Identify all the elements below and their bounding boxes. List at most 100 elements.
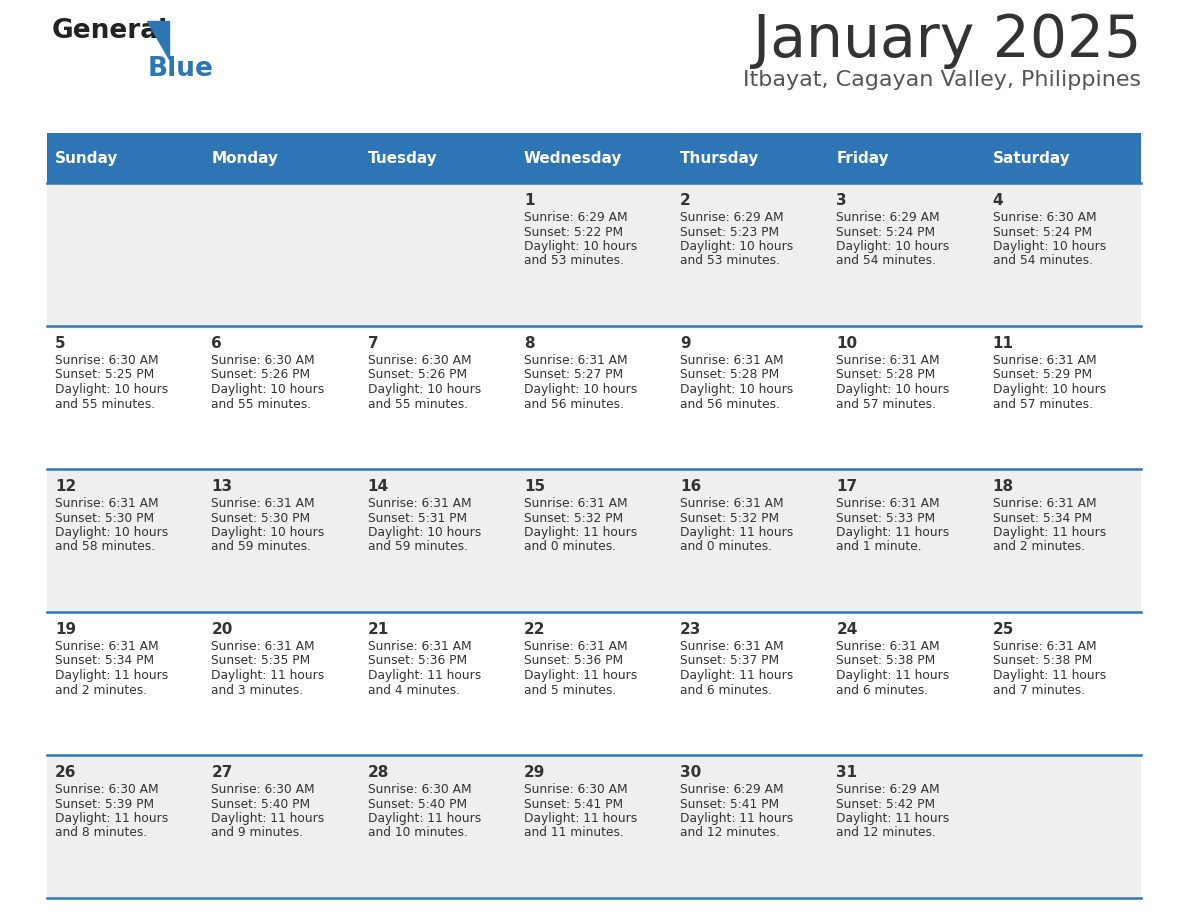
Text: Sunset: 5:31 PM: Sunset: 5:31 PM — [367, 511, 467, 524]
Text: Sunset: 5:29 PM: Sunset: 5:29 PM — [993, 368, 1092, 382]
Text: 30: 30 — [681, 765, 701, 780]
Text: Sunrise: 6:31 AM: Sunrise: 6:31 AM — [993, 640, 1097, 653]
Bar — [203, 133, 360, 183]
Text: Daylight: 10 hours: Daylight: 10 hours — [836, 383, 949, 396]
Bar — [48, 133, 203, 183]
Text: Sunset: 5:30 PM: Sunset: 5:30 PM — [211, 511, 310, 524]
Text: 9: 9 — [681, 336, 690, 351]
Text: and 59 minutes.: and 59 minutes. — [211, 541, 311, 554]
Text: Sunrise: 6:31 AM: Sunrise: 6:31 AM — [993, 497, 1097, 510]
Text: Sunset: 5:39 PM: Sunset: 5:39 PM — [55, 798, 154, 811]
Text: Sunrise: 6:30 AM: Sunrise: 6:30 AM — [211, 354, 315, 367]
Text: Itbayat, Cagayan Valley, Philippines: Itbayat, Cagayan Valley, Philippines — [742, 70, 1140, 90]
Text: Sunset: 5:36 PM: Sunset: 5:36 PM — [524, 655, 623, 667]
Text: and 3 minutes.: and 3 minutes. — [211, 684, 303, 697]
Text: Wednesday: Wednesday — [524, 151, 623, 165]
Bar — [48, 183, 1140, 326]
Text: 20: 20 — [211, 622, 233, 637]
Text: Sunset: 5:40 PM: Sunset: 5:40 PM — [211, 798, 310, 811]
Bar — [828, 133, 985, 183]
Text: Daylight: 11 hours: Daylight: 11 hours — [993, 526, 1106, 539]
Text: Daylight: 10 hours: Daylight: 10 hours — [993, 383, 1106, 396]
Text: Daylight: 11 hours: Daylight: 11 hours — [524, 812, 637, 825]
Text: 6: 6 — [211, 336, 222, 351]
Text: 12: 12 — [55, 479, 76, 494]
Text: 18: 18 — [993, 479, 1013, 494]
Text: Blue: Blue — [148, 56, 214, 82]
Text: Sunset: 5:26 PM: Sunset: 5:26 PM — [211, 368, 310, 382]
Text: 17: 17 — [836, 479, 858, 494]
Text: and 8 minutes.: and 8 minutes. — [55, 826, 147, 839]
Bar — [672, 133, 828, 183]
Text: Daylight: 11 hours: Daylight: 11 hours — [836, 812, 949, 825]
Text: Daylight: 10 hours: Daylight: 10 hours — [211, 383, 324, 396]
Text: Sunset: 5:34 PM: Sunset: 5:34 PM — [993, 511, 1092, 524]
Text: Sunrise: 6:31 AM: Sunrise: 6:31 AM — [681, 640, 784, 653]
Text: Daylight: 11 hours: Daylight: 11 hours — [55, 812, 169, 825]
Text: and 55 minutes.: and 55 minutes. — [55, 397, 156, 410]
Text: and 5 minutes.: and 5 minutes. — [524, 684, 617, 697]
Text: 24: 24 — [836, 622, 858, 637]
Text: Sunset: 5:24 PM: Sunset: 5:24 PM — [993, 226, 1092, 239]
Text: Sunset: 5:37 PM: Sunset: 5:37 PM — [681, 655, 779, 667]
Text: Friday: Friday — [836, 151, 889, 165]
Text: Sunset: 5:28 PM: Sunset: 5:28 PM — [681, 368, 779, 382]
Text: Daylight: 11 hours: Daylight: 11 hours — [211, 669, 324, 682]
Text: Sunset: 5:40 PM: Sunset: 5:40 PM — [367, 798, 467, 811]
Text: and 12 minutes.: and 12 minutes. — [836, 826, 936, 839]
Text: Sunrise: 6:29 AM: Sunrise: 6:29 AM — [681, 783, 784, 796]
Text: 23: 23 — [681, 622, 702, 637]
Text: and 57 minutes.: and 57 minutes. — [993, 397, 1093, 410]
Text: Sunset: 5:25 PM: Sunset: 5:25 PM — [55, 368, 154, 382]
Text: Sunset: 5:30 PM: Sunset: 5:30 PM — [55, 511, 154, 524]
Bar — [48, 612, 1140, 755]
Text: Daylight: 10 hours: Daylight: 10 hours — [211, 526, 324, 539]
Text: Sunrise: 6:30 AM: Sunrise: 6:30 AM — [993, 211, 1097, 224]
Text: January 2025: January 2025 — [753, 12, 1140, 69]
Text: Sunset: 5:42 PM: Sunset: 5:42 PM — [836, 798, 936, 811]
Text: Daylight: 11 hours: Daylight: 11 hours — [367, 812, 481, 825]
Polygon shape — [147, 21, 169, 59]
Text: Sunset: 5:23 PM: Sunset: 5:23 PM — [681, 226, 779, 239]
Text: 5: 5 — [55, 336, 65, 351]
Text: 16: 16 — [681, 479, 701, 494]
Text: Sunrise: 6:31 AM: Sunrise: 6:31 AM — [836, 497, 940, 510]
Text: Thursday: Thursday — [681, 151, 759, 165]
Text: 11: 11 — [993, 336, 1013, 351]
Text: 13: 13 — [211, 479, 233, 494]
Text: 21: 21 — [367, 622, 388, 637]
Text: Sunset: 5:36 PM: Sunset: 5:36 PM — [367, 655, 467, 667]
Text: 3: 3 — [836, 193, 847, 208]
Bar — [985, 133, 1140, 183]
Text: Daylight: 10 hours: Daylight: 10 hours — [55, 383, 169, 396]
Text: 27: 27 — [211, 765, 233, 780]
Text: Sunrise: 6:31 AM: Sunrise: 6:31 AM — [993, 354, 1097, 367]
Text: Daylight: 10 hours: Daylight: 10 hours — [681, 240, 794, 253]
Text: and 1 minute.: and 1 minute. — [836, 541, 922, 554]
Text: and 56 minutes.: and 56 minutes. — [681, 397, 781, 410]
Text: Sunset: 5:27 PM: Sunset: 5:27 PM — [524, 368, 623, 382]
Text: and 0 minutes.: and 0 minutes. — [681, 541, 772, 554]
Text: Daylight: 11 hours: Daylight: 11 hours — [681, 812, 794, 825]
Text: Daylight: 10 hours: Daylight: 10 hours — [524, 383, 637, 396]
Text: Sunrise: 6:31 AM: Sunrise: 6:31 AM — [681, 497, 784, 510]
Text: Sunrise: 6:31 AM: Sunrise: 6:31 AM — [681, 354, 784, 367]
Text: and 58 minutes.: and 58 minutes. — [55, 541, 156, 554]
Text: 2: 2 — [681, 193, 691, 208]
Text: Daylight: 11 hours: Daylight: 11 hours — [367, 669, 481, 682]
Text: 15: 15 — [524, 479, 545, 494]
Text: and 53 minutes.: and 53 minutes. — [524, 254, 624, 267]
Text: Sunset: 5:35 PM: Sunset: 5:35 PM — [211, 655, 310, 667]
Text: Sunset: 5:22 PM: Sunset: 5:22 PM — [524, 226, 623, 239]
Text: and 56 minutes.: and 56 minutes. — [524, 397, 624, 410]
Text: 8: 8 — [524, 336, 535, 351]
Text: Sunrise: 6:31 AM: Sunrise: 6:31 AM — [524, 497, 627, 510]
Text: Sunset: 5:41 PM: Sunset: 5:41 PM — [524, 798, 623, 811]
Text: and 10 minutes.: and 10 minutes. — [367, 826, 467, 839]
Text: Daylight: 10 hours: Daylight: 10 hours — [55, 526, 169, 539]
Text: Sunrise: 6:31 AM: Sunrise: 6:31 AM — [211, 497, 315, 510]
Text: Sunrise: 6:31 AM: Sunrise: 6:31 AM — [367, 640, 472, 653]
Text: Daylight: 11 hours: Daylight: 11 hours — [524, 526, 637, 539]
Text: Sunset: 5:28 PM: Sunset: 5:28 PM — [836, 368, 936, 382]
Text: and 6 minutes.: and 6 minutes. — [836, 684, 929, 697]
